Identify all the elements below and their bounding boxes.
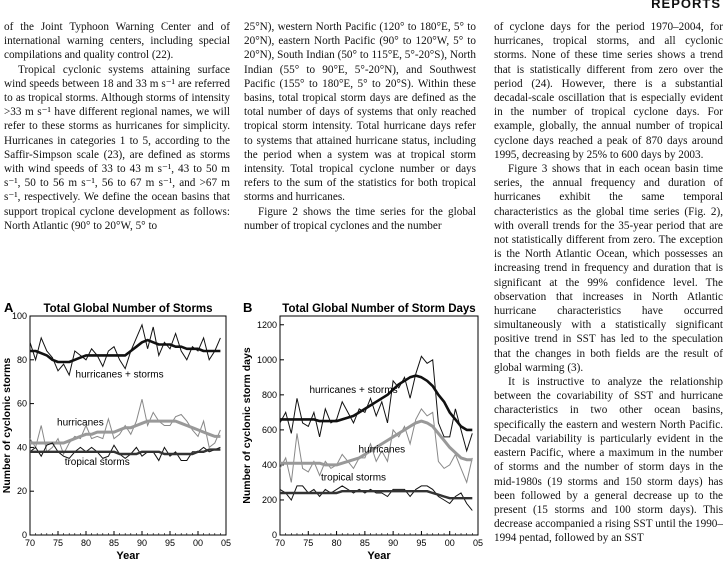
y-tick-label: 60 <box>17 399 27 409</box>
y-axis-label: Number of cyclonic storms <box>1 358 13 494</box>
section-title: REPORTS <box>651 0 721 11</box>
x-tick-label: 00 <box>193 538 203 548</box>
panel-letter: B <box>243 300 252 315</box>
x-tick-label: 70 <box>275 538 285 548</box>
chart-title: Total Global Number of Storm Days <box>282 303 475 315</box>
panel-letter: A <box>4 300 14 315</box>
y-tick-label: 600 <box>262 425 277 435</box>
series-raw-line <box>279 408 473 485</box>
y-axis-label: Number of cyclonic storm days <box>241 347 253 504</box>
plot-frame <box>279 315 479 536</box>
x-tick-label: 90 <box>388 538 398 548</box>
text-column-3: of cyclone days for the period 1970–2004… <box>494 20 723 561</box>
x-tick-label: 75 <box>53 538 63 548</box>
series-smoothed-line <box>280 419 473 467</box>
x-tick-label: 85 <box>109 538 119 548</box>
y-tick-label: 800 <box>262 390 277 400</box>
x-tick-label: 90 <box>137 538 147 548</box>
x-tick-label: 05 <box>221 538 231 548</box>
y-tick-label: 1000 <box>257 355 277 365</box>
figure-panel-a: A Total Global Number of Storms 0 20 40 60 80 1… <box>0 298 232 563</box>
x-tick-label: 80 <box>332 538 342 548</box>
x-tick-label: 80 <box>81 538 91 548</box>
series-label: hurricanes + storms <box>76 369 164 380</box>
series-smoothed-line <box>30 419 221 445</box>
x-tick-label: 00 <box>445 538 455 548</box>
chart-title: Total Global Number of Storms <box>43 303 212 315</box>
x-tick-label: 05 <box>473 538 483 548</box>
series-raw-line <box>29 442 221 462</box>
paragraph: Tropical cyclonic systems attaining surf… <box>4 63 230 232</box>
x-tick-label: 95 <box>416 538 426 548</box>
y-tick-label: 1200 <box>257 320 277 330</box>
figure-panel-b: B Total Global Number of Storm Days 0 200 40… <box>240 298 485 563</box>
series-smoothed-line <box>280 489 473 500</box>
series-label: tropical storms <box>321 473 386 484</box>
plot-frame <box>29 315 227 536</box>
y-tick-label: 0 <box>22 530 27 540</box>
paragraph: It is instructive to analyze the relatio… <box>494 376 723 545</box>
paragraph: of the Joint Typhoon Warning Center and … <box>4 21 230 62</box>
page-header: REPORTS <box>0 0 725 11</box>
y-tick-label: 400 <box>262 460 277 470</box>
y-tick-label: 20 <box>17 486 27 496</box>
series-smoothed-line <box>30 448 221 456</box>
y-tick-label: 200 <box>262 495 277 505</box>
chart-b: B Total Global Number of Storm Days 0 200 40… <box>241 300 483 562</box>
y-tick-label: 0 <box>272 530 277 540</box>
x-axis-label: Year <box>367 550 391 562</box>
text-column-1: of the Joint Typhoon Warning Center and … <box>4 20 230 290</box>
y-tick-label: 80 <box>17 355 27 365</box>
x-tick-label: 75 <box>303 538 313 548</box>
x-axis-label: Year <box>116 550 140 562</box>
series-label: tropical storms <box>65 457 130 468</box>
paragraph: Figure 3 shows that in each ocean basin … <box>494 163 723 374</box>
series-raw-line <box>279 355 473 453</box>
y-tick-label: 100 <box>12 311 27 321</box>
series-raw-line <box>29 323 221 377</box>
paragraph: 25°N), western North Pacific (120° to 18… <box>244 21 476 204</box>
series-smoothed-line <box>30 338 221 364</box>
series-raw-line <box>29 399 221 456</box>
y-tick-label: 40 <box>17 442 27 452</box>
x-tick-label: 70 <box>25 538 35 548</box>
x-tick-label: 85 <box>360 538 370 548</box>
x-tick-label: 95 <box>165 538 175 548</box>
paragraph: of cyclone days for the period 1970–2004… <box>494 21 723 161</box>
series-label: hurricanes + storms <box>309 385 397 396</box>
series-label: hurricanes <box>358 445 405 456</box>
text-column-2: 25°N), western North Pacific (120° to 18… <box>244 20 476 290</box>
series-label: hurricanes <box>57 418 104 429</box>
paragraph: Figure 2 shows the time series for the g… <box>244 205 476 232</box>
series-raw-line <box>279 485 473 511</box>
chart-a: A Total Global Number of Storms 0 20 40 60 80 1… <box>1 300 231 562</box>
series-smoothed-line <box>280 374 473 432</box>
